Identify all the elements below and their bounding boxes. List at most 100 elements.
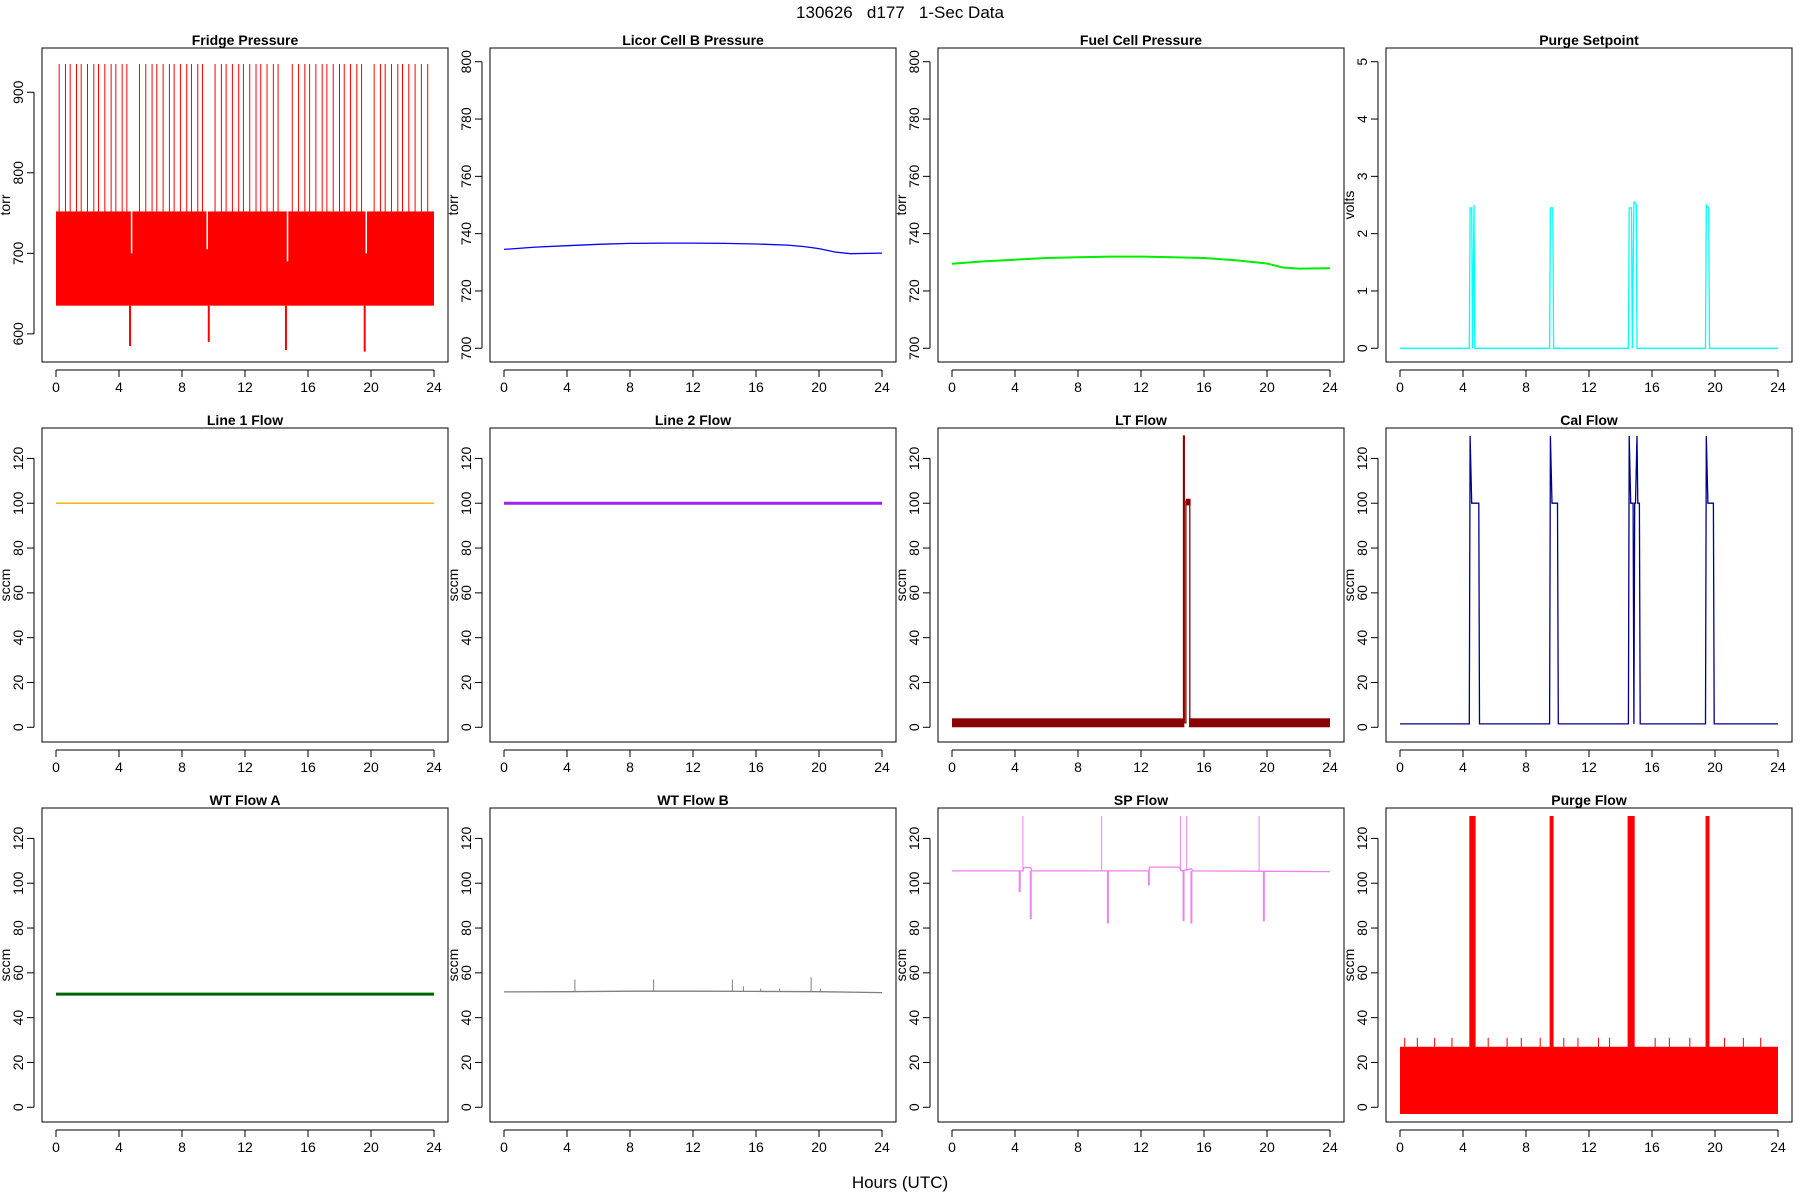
x-tick-label: 24 (874, 379, 890, 395)
x-tick-label: 24 (1322, 1139, 1338, 1155)
y-tick-label: 1 (1354, 287, 1370, 295)
y-tick-label: 60 (1354, 965, 1370, 981)
x-axis: 0 4 8 12 16 20 24 (948, 369, 1338, 395)
plot-frame (937, 807, 1345, 1123)
x-tick-label: 24 (874, 1139, 890, 1155)
y-tick-label: 80 (10, 540, 26, 556)
data-block (1189, 718, 1330, 728)
y-tick-label: 20 (1354, 674, 1370, 690)
y-tick-label: 0 (10, 723, 26, 731)
x-tick-label: 20 (811, 1139, 827, 1155)
panel-title: WT Flow B (657, 792, 729, 808)
x-tick-label: 12 (685, 759, 701, 775)
x-tick-label: 20 (811, 759, 827, 775)
x-tick-label: 16 (748, 1139, 764, 1155)
x-tick-label: 8 (1074, 379, 1082, 395)
y-tick-label: 3 (1354, 172, 1370, 180)
x-tick-label: 12 (685, 1139, 701, 1155)
data-burst (1549, 816, 1554, 1114)
plot-frame (937, 427, 1345, 743)
x-axis: 0 4 8 12 16 20 24 (1396, 1129, 1786, 1155)
x-tick-label: 8 (178, 1139, 186, 1155)
y-tick-label: 80 (906, 540, 922, 556)
y-tick-label: 0 (1354, 723, 1370, 731)
x-tick-label: 16 (1196, 1139, 1212, 1155)
panel-title: SP Flow (1114, 792, 1168, 808)
panel-title: Fridge Pressure (192, 32, 299, 48)
x-tick-label: 16 (748, 379, 764, 395)
x-tick-label: 4 (115, 1139, 123, 1155)
panel-title: LT Flow (1115, 412, 1167, 428)
x-tick-label: 4 (1011, 1139, 1019, 1155)
x-tick-label: 24 (1322, 759, 1338, 775)
y-tick-label: 20 (906, 674, 922, 690)
y-tick-label: 40 (10, 630, 26, 646)
y-tick-label: 100 (1354, 491, 1370, 515)
x-tick-label: 20 (1259, 379, 1275, 395)
y-axis: 600 700 800 900 (10, 80, 35, 346)
x-axis: 0 4 8 12 16 20 24 (52, 369, 442, 395)
y-tick-label: 100 (10, 491, 26, 515)
y-tick-label: 20 (458, 674, 474, 690)
data-series-line (1400, 435, 1778, 725)
y-tick-label: 40 (906, 1010, 922, 1026)
x-tick-label: 12 (237, 379, 253, 395)
plot-area (503, 242, 883, 255)
y-tick-label: 780 (906, 107, 922, 131)
y-tick-label: 20 (458, 1054, 474, 1070)
y-tick-label: 900 (10, 80, 26, 104)
x-tick-label: 0 (948, 759, 956, 775)
x-tick-label: 16 (1644, 1139, 1660, 1155)
y-tick-label: 80 (458, 920, 474, 936)
y-tick-label: 100 (10, 871, 26, 895)
x-tick-label: 0 (1396, 1139, 1404, 1155)
y-tick-label: 60 (458, 965, 474, 981)
y-axis: 700 720 740 760 780 800 (906, 50, 931, 360)
y-tick-label: 40 (906, 630, 922, 646)
y-axis: 0 20 40 60 80 100 120 (906, 447, 931, 731)
y-tick-label: 100 (906, 871, 922, 895)
x-tick-label: 8 (626, 1139, 634, 1155)
y-tick-label: 800 (906, 50, 922, 74)
x-tick-label: 16 (300, 759, 316, 775)
x-tick-label: 16 (300, 1139, 316, 1155)
data-series-line (1182, 435, 1191, 724)
y-tick-label: 100 (458, 491, 474, 515)
y-tick-label: 120 (10, 447, 26, 471)
y-tick-label: 0 (1354, 344, 1370, 352)
plot-frame (41, 47, 449, 363)
x-tick-label: 12 (1581, 1139, 1597, 1155)
y-axis-label: sccm (0, 569, 13, 602)
data-block (952, 718, 1185, 728)
plot-frame (1385, 427, 1793, 743)
y-tick-label: 120 (1354, 447, 1370, 471)
x-axis: 0 4 8 12 16 20 24 (500, 1129, 890, 1155)
x-tick-label: 16 (1644, 379, 1660, 395)
y-tick-label: 0 (458, 1103, 474, 1111)
y-tick-label: 720 (458, 279, 474, 303)
x-tick-label: 20 (363, 759, 379, 775)
y-axis-label: sccm (1341, 569, 1357, 602)
x-tick-label: 4 (1459, 759, 1467, 775)
y-tick-label: 20 (906, 1054, 922, 1070)
plot-frame (1385, 807, 1793, 1123)
y-tick-label: 700 (10, 241, 26, 265)
y-tick-label: 120 (10, 827, 26, 851)
y-tick-label: 700 (906, 336, 922, 360)
plot-area (56, 64, 434, 352)
y-tick-label: 120 (906, 447, 922, 471)
x-tick-label: 16 (1196, 759, 1212, 775)
y-tick-label: 20 (1354, 1054, 1370, 1070)
y-tick-label: 100 (1354, 871, 1370, 895)
x-tick-label: 20 (1707, 759, 1723, 775)
plot-frame (1385, 47, 1793, 363)
panel-title: Cal Flow (1560, 412, 1618, 428)
y-tick-label: 0 (1354, 1103, 1370, 1111)
panel: Cal Flow 0 4 8 12 16 20 24 0 20 40 60 80 100 120 sccm (1341, 412, 1793, 775)
x-tick-label: 24 (1322, 379, 1338, 395)
x-tick-label: 24 (426, 759, 442, 775)
y-tick-label: 720 (906, 279, 922, 303)
y-tick-label: 740 (906, 222, 922, 246)
y-tick-label: 760 (906, 164, 922, 188)
